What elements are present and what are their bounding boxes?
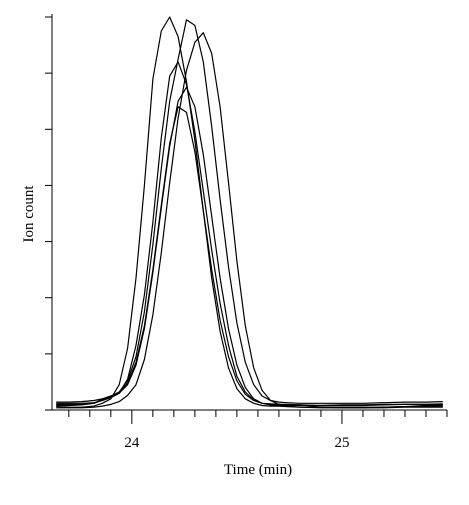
- x-tick-label-1: 25: [334, 435, 349, 451]
- series-line-2: [56, 61, 443, 407]
- series-lines: [56, 16, 443, 409]
- x-ticks: 24 25: [68, 410, 448, 451]
- y-axis-label: Ion count: [21, 185, 37, 243]
- y-ticks: [45, 16, 52, 411]
- x-tick-label-0: 24: [124, 435, 140, 451]
- axes: [51, 14, 447, 411]
- series-line-3: [56, 19, 443, 404]
- series-line-6: [56, 106, 443, 409]
- series-line-5: [56, 86, 443, 407]
- series-line-4: [56, 32, 443, 409]
- x-axis-label: Time (min): [224, 462, 292, 478]
